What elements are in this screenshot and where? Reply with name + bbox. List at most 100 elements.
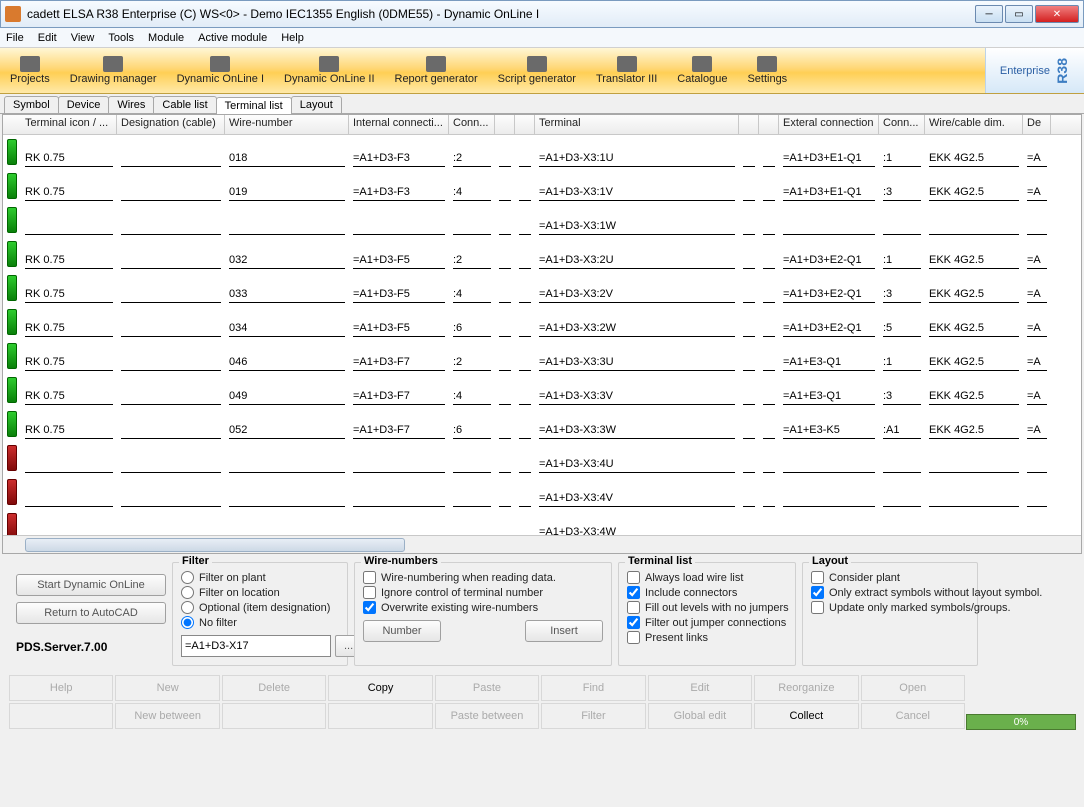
column-header[interactable] (515, 115, 535, 134)
filter-radio[interactable]: No filter (181, 616, 339, 629)
button-paste[interactable]: Paste (435, 675, 539, 701)
ribbon-icon (426, 56, 446, 72)
terminal-icon (7, 207, 17, 233)
table-row[interactable]: RK 0.75034=A1+D3-F5:6=A1+D3-X3:2W=A1+D3+… (3, 305, 1081, 339)
checkbox-option[interactable]: Always load wire list (627, 571, 787, 584)
column-header[interactable]: Conn... (449, 115, 495, 134)
table-row[interactable]: RK 0.75032=A1+D3-F5:2=A1+D3-X3:2U=A1+D3+… (3, 237, 1081, 271)
column-header[interactable]: Terminal (535, 115, 739, 134)
maximize-button[interactable]: ▭ (1005, 5, 1033, 23)
table-row[interactable]: RK 0.75019=A1+D3-F3:4=A1+D3-X3:1V=A1+D3+… (3, 169, 1081, 203)
ribbon-icon (210, 56, 230, 72)
tab-wires[interactable]: Wires (108, 96, 154, 113)
column-header[interactable]: Conn... (879, 115, 925, 134)
ribbon-dynamic-online-i[interactable]: Dynamic OnLine I (167, 54, 274, 87)
tab-symbol[interactable]: Symbol (4, 96, 59, 113)
button-reorganize[interactable]: Reorganize (754, 675, 858, 701)
column-header[interactable]: Exteral connection (779, 115, 879, 134)
filter-value-input[interactable] (181, 635, 331, 657)
insert-button[interactable]: Insert (525, 620, 603, 642)
table-row[interactable]: =A1+D3-X3:4V (3, 475, 1081, 509)
table-row[interactable]: RK 0.75046=A1+D3-F7:2=A1+D3-X3:3U=A1+E3-… (3, 339, 1081, 373)
ribbon-script-generator[interactable]: Script generator (488, 54, 586, 87)
checkbox-option[interactable]: Update only marked symbols/groups. (811, 601, 969, 614)
menu-view[interactable]: View (71, 32, 95, 44)
layout-panel: Layout Consider plantOnly extract symbol… (802, 562, 978, 666)
tab-device[interactable]: Device (58, 96, 110, 113)
column-header[interactable] (3, 115, 21, 134)
column-header[interactable]: Wire/cable dim. (925, 115, 1023, 134)
ribbon-dynamic-online-ii[interactable]: Dynamic OnLine II (274, 54, 384, 87)
checkbox-option[interactable]: Ignore control of terminal number (363, 586, 603, 599)
button-collect[interactable]: Collect (754, 703, 858, 729)
column-header[interactable]: Designation (cable) (117, 115, 225, 134)
window-title: cadett ELSA R38 Enterprise (C) WS<0> - D… (27, 7, 975, 21)
table-row[interactable]: =A1+D3-X3:1W (3, 203, 1081, 237)
button-new[interactable]: New (115, 675, 219, 701)
column-header[interactable] (739, 115, 759, 134)
button-cancel[interactable]: Cancel (861, 703, 965, 729)
button-find[interactable]: Find (541, 675, 645, 701)
button-copy[interactable]: Copy (328, 675, 432, 701)
tab-terminal-list[interactable]: Terminal list (216, 97, 292, 114)
column-header[interactable]: De (1023, 115, 1051, 134)
checkbox-option[interactable]: Wire-numbering when reading data. (363, 571, 603, 584)
table-body[interactable]: RK 0.75018=A1+D3-F3:2=A1+D3-X3:1U=A1+D3+… (3, 135, 1081, 535)
menu-edit[interactable]: Edit (38, 32, 57, 44)
checkbox-option[interactable]: Overwrite existing wire-numbers (363, 601, 603, 614)
table-row[interactable]: RK 0.75018=A1+D3-F3:2=A1+D3-X3:1U=A1+D3+… (3, 135, 1081, 169)
button-edit[interactable]: Edit (648, 675, 752, 701)
ribbon-drawing-manager[interactable]: Drawing manager (60, 54, 167, 87)
ribbon-report-generator[interactable]: Report generator (385, 54, 488, 87)
terminal-icon (7, 411, 17, 437)
checkbox-option[interactable]: Filter out jumper connections (627, 616, 787, 629)
filter-radio[interactable]: Optional (item designation) (181, 601, 339, 614)
menu-module[interactable]: Module (148, 32, 184, 44)
button-open[interactable]: Open (861, 675, 965, 701)
column-header[interactable]: Internal connecti... (349, 115, 449, 134)
ribbon-icon (103, 56, 123, 72)
number-button[interactable]: Number (363, 620, 441, 642)
tab-strip: SymbolDeviceWiresCable listTerminal list… (0, 94, 1084, 114)
column-header[interactable] (495, 115, 515, 134)
minimize-button[interactable]: ─ (975, 5, 1003, 23)
ribbon-catalogue[interactable]: Catalogue (667, 54, 737, 87)
menu-tools[interactable]: Tools (108, 32, 134, 44)
checkbox-option[interactable]: Only extract symbols without layout symb… (811, 586, 969, 599)
button-new-between[interactable]: New between (115, 703, 219, 729)
filter-radio[interactable]: Filter on location (181, 586, 339, 599)
button-delete[interactable]: Delete (222, 675, 326, 701)
table-row[interactable]: RK 0.75033=A1+D3-F5:4=A1+D3-X3:2V=A1+D3+… (3, 271, 1081, 305)
table-row[interactable]: RK 0.75049=A1+D3-F7:4=A1+D3-X3:3V=A1+E3-… (3, 373, 1081, 407)
filter-radio[interactable]: Filter on plant (181, 571, 339, 584)
checkbox-option[interactable]: Fill out levels with no jumpers (627, 601, 787, 614)
table-row[interactable]: =A1+D3-X3:4W (3, 509, 1081, 535)
table-row[interactable]: RK 0.75052=A1+D3-F7:6=A1+D3-X3:3W=A1+E3-… (3, 407, 1081, 441)
button-empty (328, 703, 432, 729)
return-to-autocad-button[interactable]: Return to AutoCAD (16, 602, 166, 624)
column-header[interactable]: Terminal icon / ... (21, 115, 117, 134)
button-paste-between[interactable]: Paste between (435, 703, 539, 729)
tab-cable-list[interactable]: Cable list (153, 96, 216, 113)
checkbox-option[interactable]: Present links (627, 631, 787, 644)
menu-active-module[interactable]: Active module (198, 32, 267, 44)
menu-file[interactable]: File (6, 32, 24, 44)
checkbox-option[interactable]: Include connectors (627, 586, 787, 599)
close-button[interactable]: ✕ (1035, 5, 1079, 23)
button-help[interactable]: Help (9, 675, 113, 701)
button-global-edit[interactable]: Global edit (648, 703, 752, 729)
menu-help[interactable]: Help (281, 32, 304, 44)
start-dynamic-online-button[interactable]: Start Dynamic OnLine (16, 574, 166, 596)
column-header[interactable]: Wire-number (225, 115, 349, 134)
column-header[interactable] (759, 115, 779, 134)
ribbon-settings[interactable]: Settings (737, 54, 797, 87)
table-row[interactable]: =A1+D3-X3:4U (3, 441, 1081, 475)
ribbon-projects[interactable]: Projects (0, 54, 60, 87)
tab-layout[interactable]: Layout (291, 96, 342, 113)
terminal-icon (7, 309, 17, 335)
horizontal-scrollbar[interactable] (3, 535, 1081, 553)
terminal-icon (7, 241, 17, 267)
checkbox-option[interactable]: Consider plant (811, 571, 969, 584)
ribbon-translator-iii[interactable]: Translator III (586, 54, 667, 87)
button-filter[interactable]: Filter (541, 703, 645, 729)
